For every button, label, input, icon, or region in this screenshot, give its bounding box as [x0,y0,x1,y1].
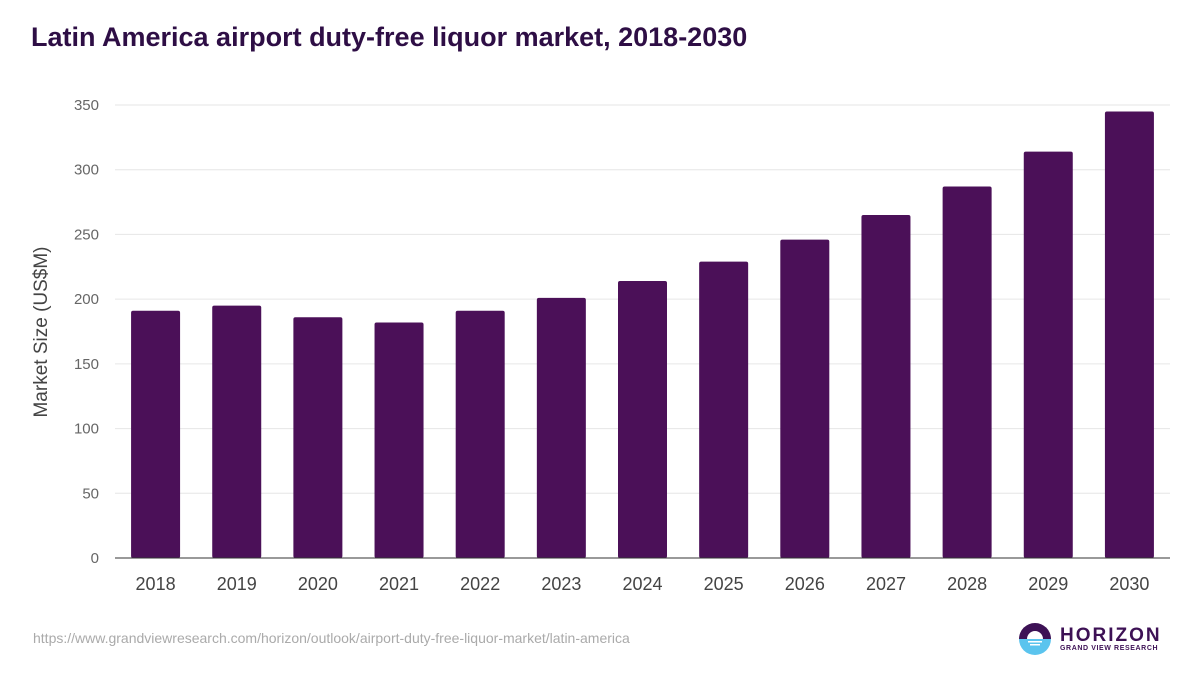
x-tick-label: 2022 [460,574,500,594]
horizon-logo-icon [1019,623,1051,655]
y-tick-label: 50 [82,485,99,502]
x-tick-label: 2028 [947,574,987,594]
y-tick-label: 350 [74,97,99,114]
chart-title: Latin America airport duty-free liquor m… [31,22,748,52]
x-tick-label: 2027 [866,574,906,594]
logo-sub-text: GRAND VIEW RESEARCH [1060,645,1159,652]
bar [293,317,343,558]
bar [374,322,424,558]
x-tick-label: 2018 [136,574,176,594]
y-axis-label: Market Size (US$M) [31,246,52,417]
y-tick-label: 150 [74,356,99,373]
bar [861,215,911,558]
bar [780,239,830,558]
x-tick-label: 2019 [217,574,257,594]
bar [455,310,505,558]
bar [131,310,181,558]
logo-main-text: HORIZON [1060,625,1162,646]
bar [699,261,749,558]
bar [536,297,586,558]
bar [942,186,992,559]
y-tick-label: 100 [74,421,99,438]
y-tick-label: 300 [74,162,99,179]
bar [1023,151,1073,558]
x-tick-label: 2021 [379,574,419,594]
horizon-logo: HORIZON GRAND VIEW RESEARCH [1018,622,1162,656]
bar [618,281,667,558]
x-tick-label: 2020 [298,574,338,594]
y-tick-label: 250 [74,226,99,243]
x-tick-label: 2029 [1028,574,1068,594]
x-tick-label: 2026 [785,574,825,594]
source-url[interactable]: https://www.grandviewresearch.com/horizo… [33,630,630,646]
x-tick-label: 2025 [704,574,744,594]
y-tick-label: 200 [74,291,99,308]
bar [212,305,262,558]
x-tick-label: 2023 [541,574,581,594]
y-tick-label: 0 [91,550,99,567]
x-tick-label: 2030 [1109,574,1149,594]
bar [1104,111,1154,558]
x-tick-label: 2024 [622,574,662,594]
